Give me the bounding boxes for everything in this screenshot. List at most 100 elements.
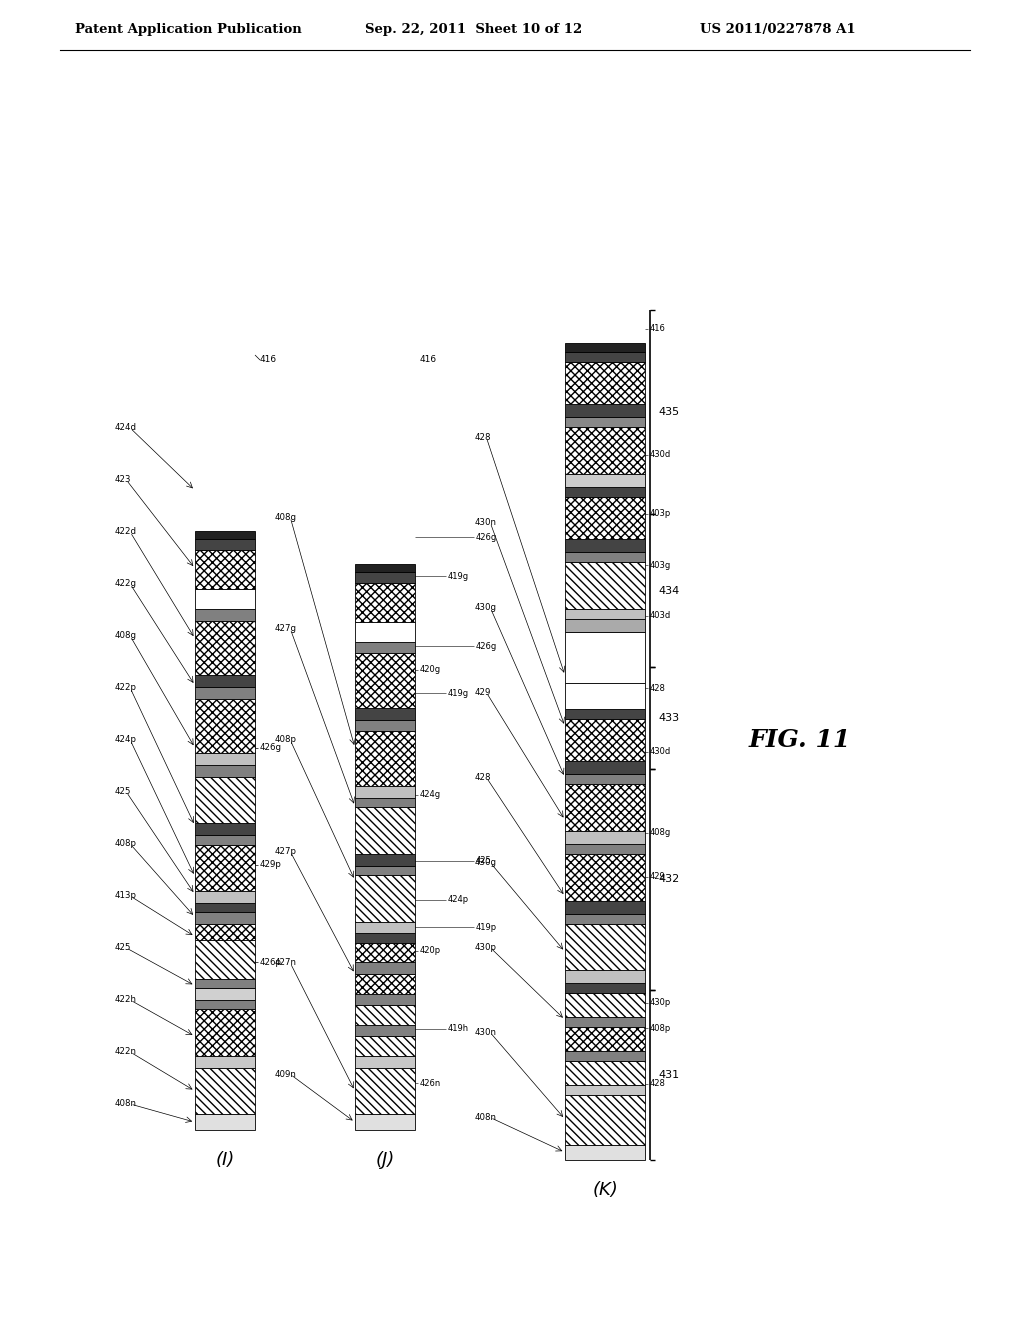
Text: 429p: 429p xyxy=(260,861,282,870)
Bar xyxy=(195,999,255,1008)
Bar xyxy=(195,891,255,903)
Text: 408p: 408p xyxy=(115,840,137,849)
Bar xyxy=(565,498,645,540)
Bar xyxy=(355,1036,415,1056)
Bar xyxy=(195,766,255,776)
Text: 428: 428 xyxy=(650,684,666,693)
Text: 427p: 427p xyxy=(275,847,297,855)
Text: 426g: 426g xyxy=(476,533,498,541)
Bar xyxy=(565,474,645,487)
Bar xyxy=(355,642,415,653)
Bar xyxy=(565,1027,645,1051)
Bar xyxy=(565,709,645,719)
Text: 408g: 408g xyxy=(650,828,672,837)
Bar xyxy=(195,754,255,766)
Bar xyxy=(355,942,415,962)
Bar xyxy=(355,1056,415,1068)
Text: 426g: 426g xyxy=(260,743,282,752)
Text: 429: 429 xyxy=(475,688,492,697)
Bar xyxy=(195,903,255,912)
Bar xyxy=(195,989,255,999)
Text: 430d: 430d xyxy=(650,450,672,459)
Text: 428: 428 xyxy=(475,433,492,442)
Text: 403d: 403d xyxy=(650,611,672,620)
Bar xyxy=(565,832,645,843)
Bar xyxy=(195,1114,255,1130)
Text: 424d: 424d xyxy=(115,424,137,433)
Bar xyxy=(565,362,645,404)
Bar xyxy=(195,912,255,924)
Bar xyxy=(565,351,645,362)
Bar xyxy=(195,845,255,891)
Text: Patent Application Publication: Patent Application Publication xyxy=(75,24,302,37)
Bar xyxy=(355,797,415,807)
Text: 426n: 426n xyxy=(420,1078,441,1088)
Bar xyxy=(195,531,255,539)
Bar xyxy=(565,774,645,784)
Text: 430n: 430n xyxy=(475,1028,497,1038)
Bar xyxy=(355,1006,415,1024)
Text: 431: 431 xyxy=(658,1071,679,1080)
Bar xyxy=(355,708,415,719)
Bar xyxy=(195,550,255,590)
Bar xyxy=(565,784,645,832)
Bar xyxy=(565,487,645,498)
Text: 408n: 408n xyxy=(475,1113,497,1122)
Bar xyxy=(195,924,255,940)
Bar xyxy=(565,417,645,428)
Bar xyxy=(195,620,255,676)
Bar xyxy=(565,900,645,913)
Bar xyxy=(565,843,645,854)
Text: 427g: 427g xyxy=(275,624,297,634)
Bar xyxy=(355,653,415,708)
Text: 425: 425 xyxy=(115,944,131,953)
Text: 425: 425 xyxy=(115,788,131,796)
Text: 422g: 422g xyxy=(115,579,137,589)
Text: 408p: 408p xyxy=(650,1024,672,1032)
Bar xyxy=(195,539,255,550)
Bar xyxy=(355,564,415,572)
Bar xyxy=(195,1008,255,1056)
Bar xyxy=(565,684,645,709)
Bar xyxy=(565,610,645,619)
Text: 403p: 403p xyxy=(650,510,672,519)
Text: 426g: 426g xyxy=(476,642,498,651)
Text: 419g: 419g xyxy=(449,689,469,698)
Bar xyxy=(195,1068,255,1114)
Text: FIG. 11: FIG. 11 xyxy=(749,729,851,752)
Bar xyxy=(355,1068,415,1114)
Bar xyxy=(195,836,255,845)
Bar xyxy=(565,1096,645,1144)
Bar xyxy=(195,609,255,620)
Bar xyxy=(355,875,415,921)
Bar xyxy=(565,540,645,552)
Bar xyxy=(565,762,645,774)
Text: 426p: 426p xyxy=(260,958,282,966)
Bar xyxy=(195,590,255,609)
Text: 408p: 408p xyxy=(275,735,297,744)
Text: 413p: 413p xyxy=(115,891,137,900)
Bar xyxy=(565,1144,645,1160)
Text: Sep. 22, 2011  Sheet 10 of 12: Sep. 22, 2011 Sheet 10 of 12 xyxy=(365,24,583,37)
Text: 409n: 409n xyxy=(275,1069,297,1078)
Text: 425: 425 xyxy=(476,857,492,866)
Text: 408g: 408g xyxy=(115,631,137,640)
Text: 424g: 424g xyxy=(420,791,441,799)
Text: 419h: 419h xyxy=(449,1024,469,1034)
Text: 433: 433 xyxy=(658,713,679,723)
Text: 430d: 430d xyxy=(650,747,672,756)
Text: 416: 416 xyxy=(260,355,278,364)
Bar xyxy=(195,776,255,824)
Bar xyxy=(355,994,415,1006)
Text: 408n: 408n xyxy=(115,1100,137,1109)
Bar xyxy=(565,719,645,762)
Text: 419g: 419g xyxy=(449,572,469,581)
Bar xyxy=(565,854,645,900)
Text: 408g: 408g xyxy=(275,512,297,521)
Text: 430g: 430g xyxy=(475,858,497,867)
Text: (J): (J) xyxy=(376,1151,394,1170)
Bar xyxy=(565,1085,645,1096)
Text: (I): (I) xyxy=(215,1151,234,1170)
Text: 422h: 422h xyxy=(115,995,137,1005)
Bar xyxy=(355,572,415,583)
